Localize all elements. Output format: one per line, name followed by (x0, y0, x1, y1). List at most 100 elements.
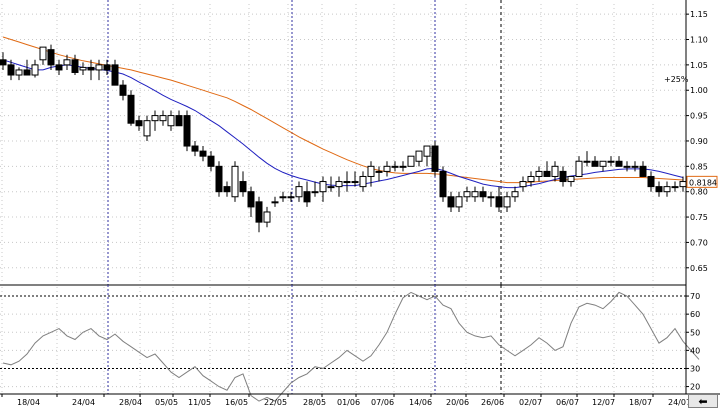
price-tick-label: 0.90 (690, 137, 708, 146)
candle (215, 161, 223, 197)
candle-body-down (447, 196, 455, 208)
x-tick-label: 12/07 (592, 398, 615, 407)
candle-body-down (127, 94, 135, 124)
x-tick-label: 28/05 (303, 398, 326, 407)
x-tick-label: 28/04 (119, 398, 142, 407)
candle-body-down (191, 145, 199, 152)
candle (423, 145, 431, 167)
price-tick-label: 1.10 (690, 36, 708, 45)
candle-body-down (655, 186, 663, 193)
candle (599, 160, 607, 172)
candle (111, 59, 119, 86)
candle-body-up (279, 196, 287, 199)
candle (463, 186, 471, 202)
price-tick-label: 0.80 (690, 188, 708, 197)
candle (207, 151, 215, 172)
candle-body-up (263, 211, 271, 223)
oscillator-panel: 70 60 50 40 30 20 (0, 285, 700, 402)
candle (431, 140, 439, 177)
candle (95, 59, 103, 81)
candle-body-up (511, 191, 519, 198)
price-tick-label: 0.75 (690, 213, 708, 222)
candle-body-up (287, 196, 295, 199)
percent-annotation: +25% (664, 75, 689, 84)
candle-body-up (663, 186, 671, 193)
candle-body-up (471, 191, 479, 198)
candle (391, 161, 399, 172)
candle (159, 110, 167, 126)
x-tick-label: 18/04 (17, 398, 40, 407)
x-tick-label: 07/06 (371, 398, 394, 407)
candle (0, 52, 7, 70)
candle (639, 161, 647, 177)
candle-body-down (247, 191, 255, 208)
candle-body-down (479, 191, 487, 198)
last-price-marker: 0.8184 (686, 175, 718, 188)
candle-body-up (583, 160, 591, 163)
candle (663, 181, 671, 197)
candle (191, 140, 199, 157)
candle (311, 181, 319, 197)
candle-body-up (359, 175, 367, 188)
candle (479, 186, 487, 202)
candle-body-down (175, 115, 183, 127)
candle (247, 186, 255, 218)
candle-body-down (615, 160, 623, 167)
x-tick-label: 05/05 (155, 398, 178, 407)
candle (319, 176, 327, 202)
price-tick-label: 1.05 (690, 61, 708, 70)
last-price-box (686, 175, 718, 188)
candle-body-up (423, 145, 431, 157)
candle (503, 191, 511, 212)
candle (103, 59, 111, 76)
candle-body-up (679, 181, 687, 188)
candle (407, 155, 415, 167)
candle (447, 191, 455, 212)
candle (279, 191, 287, 202)
osc-tick-label: 20 (690, 383, 700, 392)
candle (647, 171, 655, 192)
candle (303, 181, 311, 207)
osc-series-line (2, 291, 700, 402)
candle (607, 156, 615, 167)
candle-body-up (327, 186, 335, 189)
candle-body-up (231, 165, 239, 198)
candle (623, 161, 631, 172)
candle-body-up (167, 115, 175, 127)
candle-body-down (559, 170, 567, 183)
candle (127, 90, 135, 126)
candle (519, 176, 527, 192)
candle-body-down (183, 115, 191, 147)
candle-body-down (47, 49, 55, 66)
candle (471, 186, 479, 202)
last-price-label: 0.8184 (689, 178, 717, 187)
candle (575, 156, 583, 177)
scroll-left-button[interactable]: ⬅ (688, 394, 718, 408)
candle (535, 166, 543, 182)
candle (567, 175, 575, 187)
candle-body-down (87, 66, 95, 71)
x-tick-label: 20/06 (446, 398, 469, 407)
candle-body-up (15, 69, 23, 76)
candle-body-up (391, 165, 399, 168)
candle (23, 59, 31, 76)
x-tick-label: 26/06 (481, 398, 504, 407)
candle (271, 196, 279, 207)
candle-body-up (415, 150, 423, 162)
candle (55, 59, 63, 76)
candle-body-up (271, 201, 279, 204)
x-tick-label: 16/05 (225, 398, 248, 407)
candle-body-up (143, 120, 151, 137)
x-tick-label: 01/06 (337, 398, 360, 407)
candle (231, 161, 239, 202)
candle-body-down (103, 64, 111, 71)
candle (143, 115, 151, 141)
candle (287, 191, 295, 202)
price-date-lines (107, 0, 502, 285)
candle-body-down (119, 84, 127, 96)
price-panel: 1.15 1.10 1.05 1.00 0.95 0.90 0.85 0.80 0.75 0.70… (0, 0, 718, 285)
candle (79, 62, 87, 76)
candle (487, 191, 495, 207)
oscillator-grid (0, 287, 686, 392)
